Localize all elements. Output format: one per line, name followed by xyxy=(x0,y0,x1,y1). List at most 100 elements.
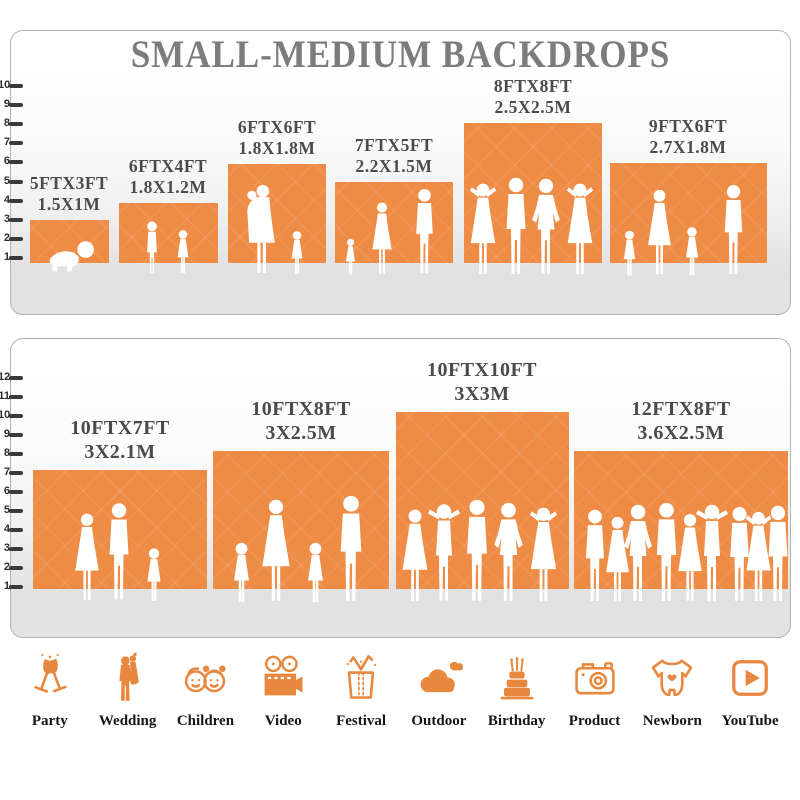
category-label: Newborn xyxy=(642,713,702,729)
category-youtube: YouTube xyxy=(714,652,786,730)
backdrop-10ftx8ft xyxy=(213,451,389,603)
ruler-tick xyxy=(9,414,23,418)
silhouette-man xyxy=(416,188,433,274)
category-newborn: Newborn xyxy=(636,652,708,730)
ruler-number: 9 xyxy=(3,98,10,110)
silhouette-baby-crawling xyxy=(49,241,94,272)
ruler-tick xyxy=(9,509,23,513)
outdoor-icon xyxy=(420,661,463,693)
silhouette-man xyxy=(768,505,788,602)
ruler-tick xyxy=(9,122,23,126)
ruler-tick xyxy=(9,566,23,570)
backdrop-size-label: 7FTX5FT 2.2X1.5M xyxy=(354,135,434,176)
backdrop-7ftx5ft xyxy=(335,182,453,275)
silhouette-man-hands-on-hips xyxy=(494,502,523,601)
backdrop-6ftx6ft xyxy=(228,164,326,275)
ruler-tick xyxy=(9,199,23,203)
category-label: YouTube xyxy=(721,713,779,729)
backdrop-10ftx10ft xyxy=(396,412,569,602)
wedding-icon xyxy=(118,652,139,701)
ruler-tick xyxy=(9,84,23,88)
category-label: Video xyxy=(264,713,302,729)
backdrop-size-label: 12FTX8FT 3.6X2.5M xyxy=(631,398,731,444)
children-icon xyxy=(185,665,227,693)
silhouette-girl xyxy=(147,548,161,601)
backdrop-size-label: 9FTX6FT 2.7X1.8M xyxy=(648,116,728,157)
ruler-number: 5 xyxy=(3,175,10,187)
ruler-number: 2 xyxy=(3,561,10,573)
silhouette-girl xyxy=(177,230,189,274)
ruler-number: 6 xyxy=(3,155,10,167)
category-outdoor: Outdoor xyxy=(403,652,475,730)
ruler-tick xyxy=(9,528,23,532)
silhouette-woman xyxy=(648,189,671,275)
category-birthday: Birthday xyxy=(481,652,553,730)
category-wedding: Wedding xyxy=(92,652,164,730)
silhouette-woman-arms-up xyxy=(566,183,594,275)
ruler-tick xyxy=(9,433,23,437)
backdrop-size-label: 8FTX8FT 2.5X2.5M xyxy=(493,76,573,117)
category-label: Festival xyxy=(336,713,387,729)
ruler-number: 8 xyxy=(3,117,10,129)
ruler-number: 1 xyxy=(3,580,10,592)
silhouette-woman xyxy=(262,499,290,601)
silhouette-man xyxy=(724,184,743,274)
ruler-number: 8 xyxy=(3,447,10,459)
backdrop-size-label: 10FTX7FT 3X2.1M xyxy=(70,417,170,463)
ruler-tick xyxy=(9,395,23,399)
ruler-number: 4 xyxy=(3,523,10,535)
silhouette-girl xyxy=(623,230,636,276)
category-label: Outdoor xyxy=(411,713,467,729)
ruler-number: 7 xyxy=(3,136,10,148)
ruler-tick xyxy=(9,376,23,380)
youtube-icon xyxy=(732,660,768,696)
category-product: Product xyxy=(559,652,631,730)
ruler-number: 4 xyxy=(3,194,10,206)
silhouette-boy xyxy=(147,221,157,274)
silhouette-toddler xyxy=(346,238,355,275)
backdrop-12ftx8ft xyxy=(574,451,788,602)
ruler-number: 9 xyxy=(3,428,10,440)
backdrop-6ftx4ft xyxy=(119,203,218,274)
silhouette-woman-arms-up xyxy=(529,507,558,602)
silhouette-man-hands-on-hips xyxy=(532,178,560,275)
silhouette-man xyxy=(109,503,129,600)
category-label: Party xyxy=(31,713,68,729)
small-medium-panel-card: SMALL-MEDIUM BACKDROPS 10 9 8 7 6 5 4 3 … xyxy=(0,30,791,315)
backdrop-9ftx6ft xyxy=(610,163,767,276)
backdrop-5ftx3ft xyxy=(30,220,109,272)
category-festival: Festival xyxy=(325,652,397,730)
ruler-tick xyxy=(9,103,23,107)
large-panel-card: 12 11 10 9 8 7 6 5 4 3 2 1 10FTX7FT 3X2.1… xyxy=(0,338,791,638)
ruler-tick xyxy=(9,180,23,184)
video-icon xyxy=(264,655,303,696)
category-video: Video xyxy=(247,652,319,730)
category-label: Birthday xyxy=(487,713,546,729)
ruler-tick xyxy=(9,490,23,494)
ruler-tick xyxy=(9,452,23,456)
ruler-number: 12 xyxy=(0,371,11,383)
ruler-number: 5 xyxy=(3,504,10,516)
ruler-tick xyxy=(9,547,23,551)
ruler-number: 3 xyxy=(3,213,10,225)
ruler-tick xyxy=(9,218,23,222)
backdrop-size-label: 10FTX10FT 3X3M xyxy=(426,359,538,405)
silhouette-girl xyxy=(234,542,249,603)
silhouette-girl xyxy=(291,231,303,275)
silhouette-woman xyxy=(372,202,392,274)
silhouette-girl xyxy=(308,542,323,603)
backdrop-10ftx7ft xyxy=(33,470,207,601)
birthday-icon xyxy=(500,657,534,700)
ruler-number: 2 xyxy=(3,232,10,244)
party-icon xyxy=(34,653,67,693)
ruler-tick xyxy=(9,160,23,164)
newborn-icon xyxy=(652,659,693,697)
ruler-tick xyxy=(9,141,23,145)
category-children: Children xyxy=(169,652,241,730)
ruler-number: 3 xyxy=(3,542,10,554)
product-icon xyxy=(574,662,615,695)
silhouette-man xyxy=(340,495,362,601)
backdrop-size-label: 6FTX4FT 1.8X1.2M xyxy=(128,156,208,197)
page-title: SMALL-MEDIUM BACKDROPS xyxy=(130,33,671,76)
category-party: Party xyxy=(14,652,86,730)
